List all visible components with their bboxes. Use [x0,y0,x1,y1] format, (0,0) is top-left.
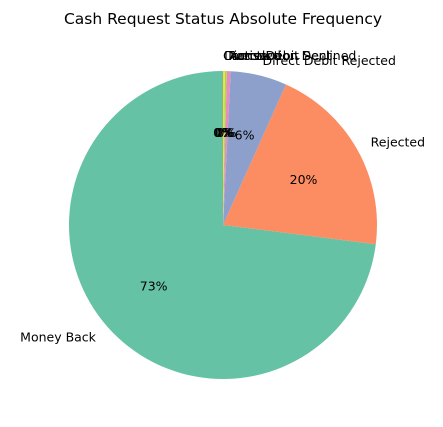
slice-percent-rejected: 20% [290,172,318,187]
pie-slice-money-back [69,71,376,379]
slice-percent-money-back: 73% [140,279,168,294]
pie-slice-rejected [223,84,377,245]
pie-slice-direct-debit-sent [223,71,225,225]
slice-label-direct-debit-sent: Direct Debit Sent [224,48,332,63]
slice-label-active: Active [229,48,268,63]
slice-label-transaction-declined: Transaction Declined [225,48,356,63]
slice-percent-transaction-declined: 0% [215,125,235,140]
pie-slice-transaction-declined [223,71,227,225]
slice-percent-direct-debit-rejected: 6% [235,128,255,143]
slice-percent-canceled: 0% [213,125,233,140]
slice-percent-active: 0% [217,125,237,140]
pie-slice-direct-debit-rejected [223,71,286,225]
slice-label-rejected: Rejected [371,134,425,149]
slice-label-money-back: Money Back [20,330,97,345]
pie-slice-active [223,71,231,225]
slice-label-direct-debit-rejected: Direct Debit Rejected [263,53,396,68]
slice-percent-direct-debit-sent: 0% [214,125,234,140]
chart-title: Cash Request Status Absolute Frequency [64,10,382,28]
slice-label-canceled: Canceled [223,48,281,63]
